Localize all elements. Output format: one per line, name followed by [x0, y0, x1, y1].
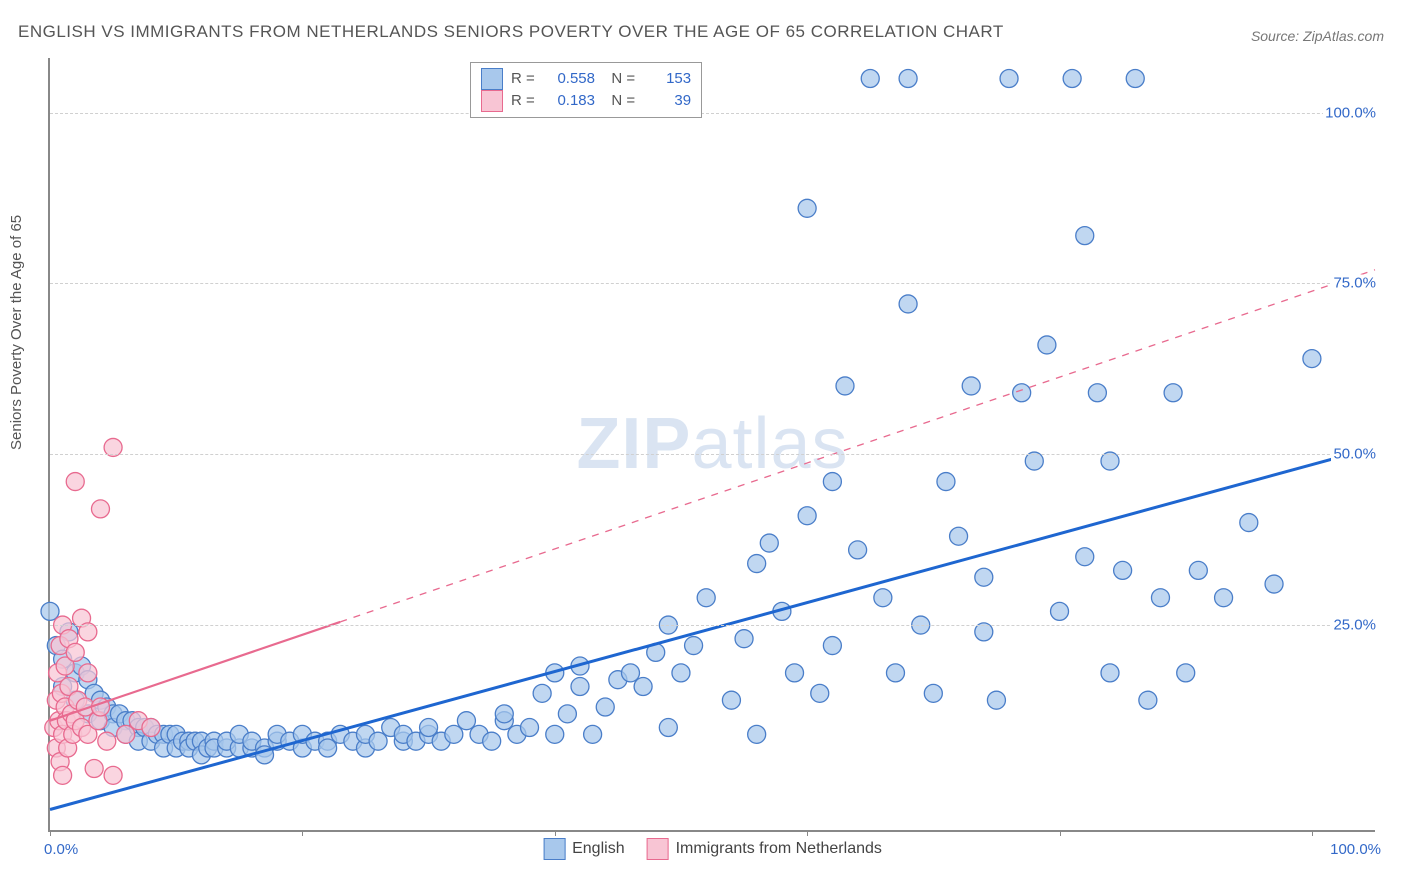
chart-title: ENGLISH VS IMMIGRANTS FROM NETHERLANDS S…	[18, 22, 1004, 42]
y-tick-label: 25.0%	[1331, 617, 1378, 634]
source-attribution: Source: ZipAtlas.com	[1251, 28, 1384, 44]
y-axis-label: Seniors Poverty Over the Age of 65	[8, 215, 25, 450]
swatch-pink-icon	[647, 838, 669, 860]
r-value-english: 0.558	[547, 68, 595, 90]
legend-item-netherlands: Immigrants from Netherlands	[647, 838, 882, 860]
y-tick-label: 50.0%	[1331, 446, 1378, 463]
legend-row-netherlands: R = 0.183 N = 39	[481, 90, 691, 112]
legend-label: English	[572, 840, 624, 858]
series-legend: English Immigrants from Netherlands	[543, 838, 882, 860]
chart-plot-area: ZIPatlas R = 0.558 N = 153 R = 0.183 N =…	[48, 58, 1375, 832]
x-tick-label-min: 0.0%	[44, 841, 78, 858]
r-value-netherlands: 0.183	[547, 90, 595, 112]
x-tick	[302, 830, 303, 836]
legend-row-english: R = 0.558 N = 153	[481, 68, 691, 90]
x-tick	[807, 830, 808, 836]
r-label: R =	[511, 90, 539, 112]
swatch-blue-icon	[481, 68, 503, 90]
correlation-legend: R = 0.558 N = 153 R = 0.183 N = 39	[470, 62, 702, 118]
gridline	[50, 113, 1375, 114]
x-tick	[1060, 830, 1061, 836]
gridline	[50, 283, 1375, 284]
n-label: N =	[603, 68, 635, 90]
swatch-blue-icon	[543, 838, 565, 860]
gridline	[50, 625, 1375, 626]
x-tick-label-max: 100.0%	[1330, 841, 1381, 858]
gridline	[50, 454, 1375, 455]
x-tick	[50, 830, 51, 836]
legend-item-english: English	[543, 838, 624, 860]
n-value-english: 153	[643, 68, 691, 90]
scatter-svg	[50, 58, 1375, 830]
r-label: R =	[511, 68, 539, 90]
n-label: N =	[603, 90, 635, 112]
n-value-netherlands: 39	[643, 90, 691, 112]
y-tick-label: 75.0%	[1331, 275, 1378, 292]
swatch-pink-icon	[481, 90, 503, 112]
x-tick	[1312, 830, 1313, 836]
x-tick	[555, 830, 556, 836]
legend-label: Immigrants from Netherlands	[676, 840, 882, 858]
y-tick-label: 100.0%	[1323, 104, 1378, 121]
